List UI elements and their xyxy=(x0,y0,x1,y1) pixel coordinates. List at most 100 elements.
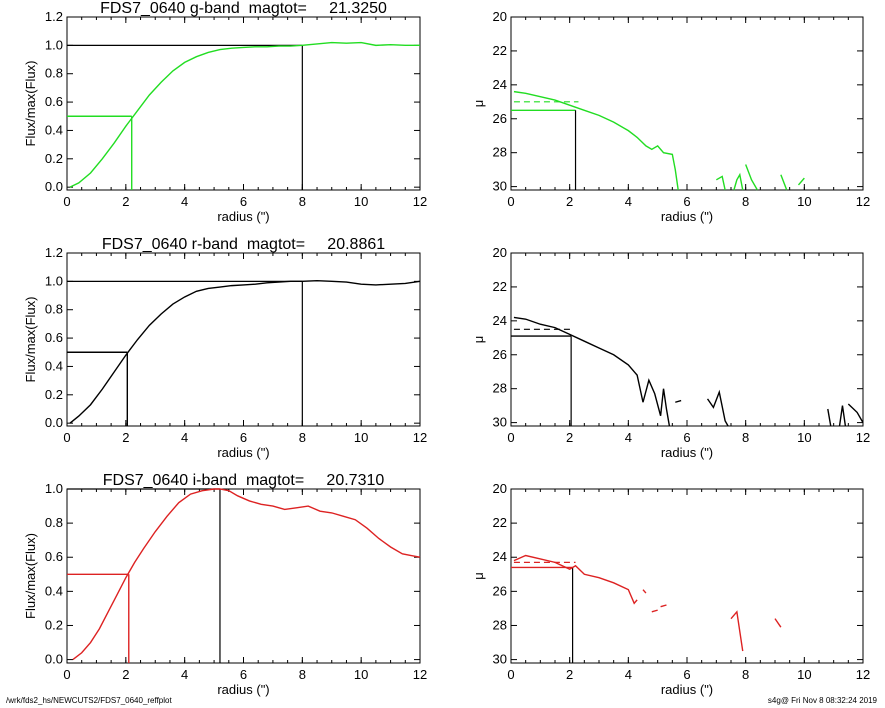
x-tick-label: 2 xyxy=(122,194,129,209)
y-tick-label: 0.0 xyxy=(45,179,63,194)
y-tick-label: 0.6 xyxy=(45,94,63,109)
y-tick-label: 0.4 xyxy=(45,358,63,373)
x-tick-label: 10 xyxy=(354,194,368,209)
y-tick-label: 26 xyxy=(493,347,507,362)
y-axis-label: μ xyxy=(471,336,486,344)
y-tick-label: 20 xyxy=(493,9,507,24)
x-tick-label: 10 xyxy=(354,667,368,682)
x-axis-label: radius (") xyxy=(217,209,269,224)
x-tick-label: 0 xyxy=(507,194,514,209)
x-tick-label: 12 xyxy=(856,430,870,445)
y-axis-label: μ xyxy=(471,100,486,108)
y-tick-label: 1.0 xyxy=(45,481,63,496)
x-tick-label: 6 xyxy=(683,194,690,209)
y-tick-label: 0.0 xyxy=(45,415,63,430)
x-tick-label: 12 xyxy=(413,667,427,682)
y-tick-label: 1.0 xyxy=(45,37,63,52)
surface-brightness-segment xyxy=(715,175,726,191)
plot-frame xyxy=(510,252,864,427)
y-tick-label: 1.0 xyxy=(45,273,63,288)
y-tick-label: 0.4 xyxy=(45,122,63,137)
y-tick-label: 0.2 xyxy=(45,617,63,632)
surface-brightness-segment xyxy=(651,609,658,613)
footer-path: /wrk/fds2_hs/NEWCUTS2/FDS7_0640_reffplot xyxy=(6,696,172,705)
y-tick-label: 0.6 xyxy=(45,549,63,564)
panel-g-growth-curve: 0 2 4 6 8 10 12 0.0 0.2 0.4 0.6 0.8 1.0 1.2 radius (")… xyxy=(23,0,427,224)
y-tick-label: 0.0 xyxy=(45,652,63,667)
x-tick-label: 2 xyxy=(122,430,129,445)
x-tick-label: 6 xyxy=(240,667,247,682)
y-tick-label: 30 xyxy=(493,179,507,194)
y-tick-label: 30 xyxy=(493,415,507,430)
y-tick-label: 28 xyxy=(493,617,507,632)
y-tick-label: 28 xyxy=(493,145,507,160)
plot-frame xyxy=(510,488,864,664)
x-tick-label: 10 xyxy=(797,430,811,445)
y-tick-label: 0.8 xyxy=(45,302,63,317)
x-tick-label: 6 xyxy=(683,430,690,445)
chart-title: FDS7_0640 g-band magtot= 21.3250 xyxy=(100,0,387,17)
x-tick-label: 2 xyxy=(566,667,573,682)
surface-brightness-segment xyxy=(513,316,671,427)
x-tick-label: 2 xyxy=(566,194,573,209)
surface-brightness-segment xyxy=(838,405,847,427)
x-tick-label: 10 xyxy=(797,194,811,209)
x-tick-label: 0 xyxy=(63,194,70,209)
x-tick-label: 6 xyxy=(240,194,247,209)
y-axis-label: μ xyxy=(471,572,486,580)
x-axis-label: radius (") xyxy=(661,682,713,697)
surface-brightness-segment xyxy=(774,618,782,628)
y-tick-label: 24 xyxy=(493,549,507,564)
y-tick-label: 26 xyxy=(493,111,507,126)
plot-frame xyxy=(66,488,421,664)
x-tick-label: 12 xyxy=(413,194,427,209)
x-tick-label: 0 xyxy=(63,430,70,445)
plot-frame xyxy=(66,252,421,427)
x-tick-label: 4 xyxy=(181,194,188,209)
x-tick-label: 8 xyxy=(742,430,749,445)
x-tick-label: 4 xyxy=(625,194,632,209)
x-axis-label: radius (") xyxy=(217,445,269,460)
x-tick-label: 4 xyxy=(625,667,632,682)
y-tick-label: 0.4 xyxy=(45,583,63,598)
y-axis-label: Flux/max(Flux) xyxy=(23,533,38,619)
y-tick-label: 20 xyxy=(493,481,507,496)
y-tick-label: 24 xyxy=(493,77,507,92)
surface-brightness-segment xyxy=(675,399,682,403)
y-tick-label: 22 xyxy=(493,279,507,294)
x-tick-label: 8 xyxy=(742,194,749,209)
surface-brightness-segment xyxy=(642,589,647,594)
x-tick-label: 8 xyxy=(299,667,306,682)
y-tick-label: 0.6 xyxy=(45,330,63,345)
x-tick-label: 4 xyxy=(181,667,188,682)
y-tick-label: 24 xyxy=(493,313,507,328)
growth-curve-series xyxy=(72,488,421,661)
surface-brightness-segment xyxy=(513,554,638,605)
x-tick-label: 8 xyxy=(299,194,306,209)
x-tick-label: 0 xyxy=(507,667,514,682)
y-tick-label: 26 xyxy=(493,583,507,598)
y-tick-label: 0.8 xyxy=(45,66,63,81)
x-tick-label: 0 xyxy=(507,430,514,445)
y-tick-label: 0.8 xyxy=(45,515,63,530)
y-tick-label: 20 xyxy=(493,245,507,260)
x-tick-label: 6 xyxy=(240,430,247,445)
growth-curve-series xyxy=(69,41,420,188)
surface-brightness-segment xyxy=(513,90,679,191)
y-tick-label: 0.2 xyxy=(45,387,63,402)
x-tick-label: 12 xyxy=(856,667,870,682)
x-tick-label: 8 xyxy=(299,430,306,445)
x-tick-label: 10 xyxy=(354,430,368,445)
surface-brightness-segment xyxy=(847,403,864,423)
y-tick-label: 28 xyxy=(493,381,507,396)
x-tick-label: 4 xyxy=(181,430,188,445)
chart-title: FDS7_0640 i-band magtot= 20.7310 xyxy=(103,472,385,489)
x-tick-label: 2 xyxy=(566,430,573,445)
surface-brightness-segment xyxy=(730,610,744,652)
x-tick-label: 4 xyxy=(625,430,632,445)
panel-i-growth-curve: 0 2 4 6 8 10 12 0.0 0.2 0.4 0.6 0.8 1.0 radius (") Flu… xyxy=(23,472,427,697)
x-tick-label: 0 xyxy=(63,667,70,682)
